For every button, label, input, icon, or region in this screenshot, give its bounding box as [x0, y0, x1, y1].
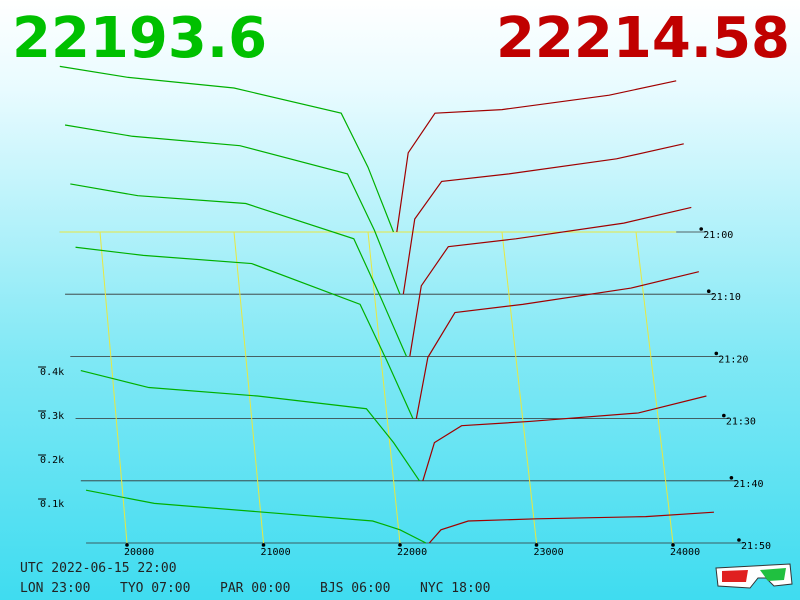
city-clock: TYO 07:00	[120, 581, 190, 596]
utc-time: UTC 2022-06-15 22:00	[20, 561, 177, 576]
ask-price: 22214.58	[495, 6, 790, 71]
time-label: 21:10	[711, 292, 741, 303]
time-tick-dot	[699, 227, 703, 231]
city-clock: LON 23:00	[20, 581, 90, 596]
time-label: 21:00	[703, 230, 733, 241]
x-grid-line	[233, 231, 264, 544]
x-grid-line	[635, 231, 674, 544]
time-label: 21:50	[741, 541, 771, 552]
x-tick-dot	[398, 543, 402, 547]
x-tick-label: 24000	[670, 547, 700, 558]
time-tick-dot	[714, 351, 719, 356]
ask-depth-line	[396, 80, 677, 233]
x-grid-line	[501, 231, 537, 544]
x-tick-dot	[534, 543, 539, 547]
y-tick-label: 0.4k	[40, 367, 64, 378]
bid-price: 22193.6	[12, 6, 268, 71]
x-tick-dot	[125, 543, 129, 547]
ask-depth-line	[402, 143, 684, 295]
x-tick-label: 22000	[397, 547, 427, 558]
time-label: 21:40	[733, 479, 763, 490]
x-tick-dot	[671, 543, 675, 547]
x-tick-dot	[261, 543, 266, 547]
x-grid-line	[367, 231, 401, 544]
time-label: 21:30	[726, 417, 756, 428]
y-tick-label: 0.3k	[40, 411, 64, 422]
time-tick-dot	[722, 413, 726, 418]
bid-depth-line	[59, 65, 395, 233]
ask-depth-line	[415, 271, 699, 419]
y-tick-label: 0.1k	[40, 499, 64, 510]
city-clock: PAR 00:00	[220, 581, 290, 596]
y-tick-label: 0.2k	[40, 455, 64, 466]
ask-depth-line	[422, 395, 707, 481]
x-tick-label: 21000	[261, 547, 291, 558]
bid-depth-line	[64, 124, 401, 295]
bid-depth-line	[75, 246, 414, 419]
bid-depth-line	[70, 183, 407, 357]
time-tick-dot	[737, 538, 741, 542]
ask-depth-line	[428, 511, 714, 544]
time-tick-dot	[706, 289, 711, 294]
bid-depth-line	[80, 369, 420, 482]
x-grid-line	[99, 231, 128, 544]
city-clock: BJS 06:00	[320, 581, 390, 596]
ask-depth-line	[409, 206, 692, 357]
city-clock: NYC 18:00	[420, 581, 490, 596]
bid-depth-line	[85, 489, 427, 544]
time-label: 21:20	[718, 354, 748, 365]
x-tick-label: 20000	[124, 547, 154, 558]
time-tick-dot	[729, 476, 734, 480]
3d-glasses-icon	[715, 563, 793, 589]
x-tick-label: 23000	[534, 547, 564, 558]
